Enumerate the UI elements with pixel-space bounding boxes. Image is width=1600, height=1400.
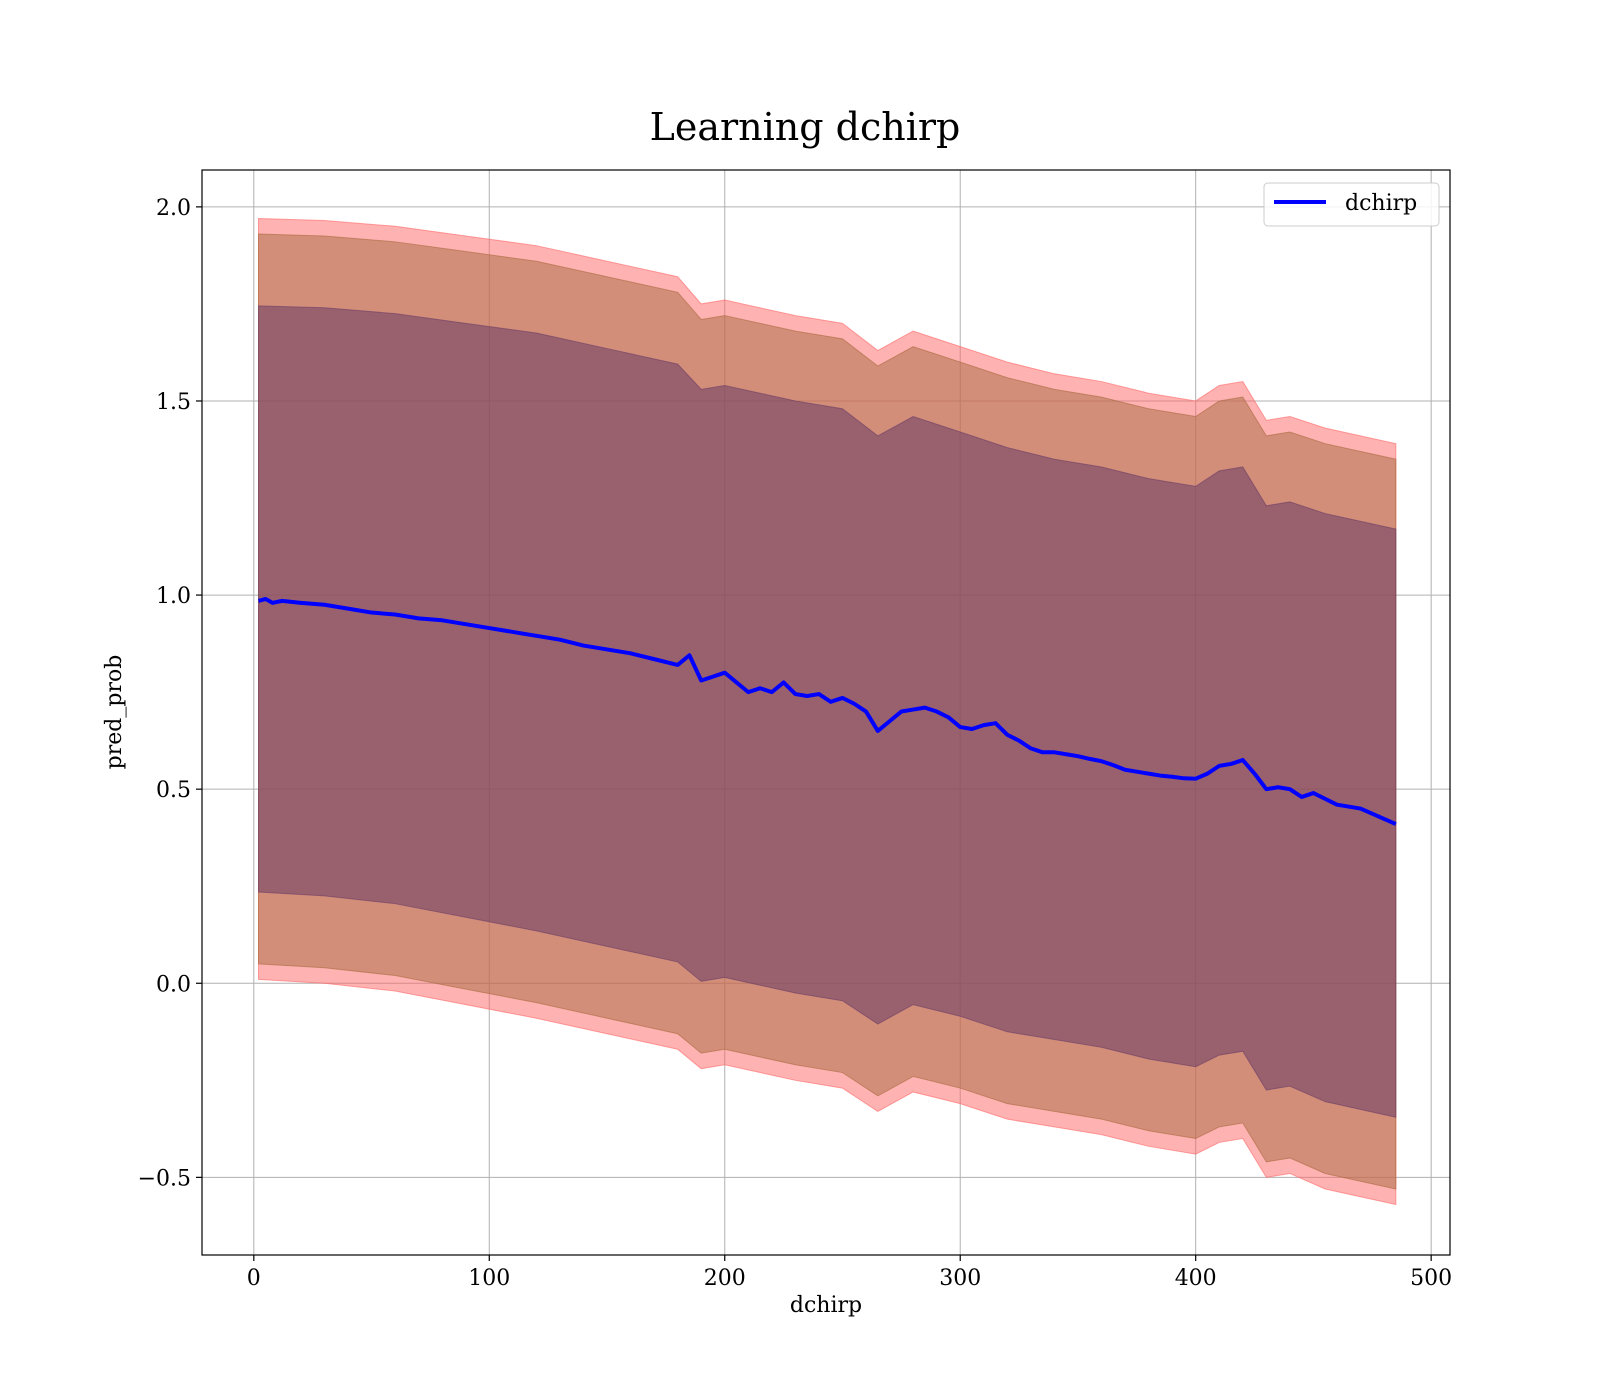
confidence-bands bbox=[258, 218, 1397, 1206]
legend: dchirp bbox=[1263, 182, 1440, 227]
legend-label-dchirp: dchirp bbox=[1345, 191, 1417, 216]
y-tick-label-3: 1.0 bbox=[156, 584, 191, 609]
y-tick-label-1: 0.0 bbox=[156, 972, 191, 997]
x-axis-label: dchirp bbox=[790, 1293, 862, 1318]
x-axis: 0 100 200 300 400 500 bbox=[247, 1255, 1452, 1291]
plot-frame bbox=[201, 169, 1451, 1256]
series-line-dchirp bbox=[257, 596, 1397, 826]
legend-box bbox=[1263, 182, 1440, 227]
chart-title: Learning dchirp bbox=[650, 105, 961, 149]
x-tick-label-1: 100 bbox=[468, 1266, 510, 1291]
x-tick-label-4: 400 bbox=[1175, 1266, 1217, 1291]
x-tick-label-3: 300 bbox=[939, 1266, 981, 1291]
series-lines bbox=[257, 596, 1397, 826]
band-inner bbox=[258, 305, 1397, 1118]
y-tick-label-2: 0.5 bbox=[156, 778, 191, 803]
y-tick-label-4: 1.5 bbox=[156, 390, 191, 415]
x-tick-label-0: 0 bbox=[247, 1266, 261, 1291]
x-tick-label-2: 200 bbox=[704, 1266, 746, 1291]
y-axis: −0.5 0.0 0.5 1.0 1.5 2.0 bbox=[138, 196, 202, 1191]
x-tick-label-5: 500 bbox=[1410, 1266, 1452, 1291]
y-axis-label: pred_prob bbox=[102, 655, 127, 770]
y-tick-label-0: −0.5 bbox=[138, 1166, 191, 1191]
y-tick-label-5: 2.0 bbox=[156, 196, 191, 221]
